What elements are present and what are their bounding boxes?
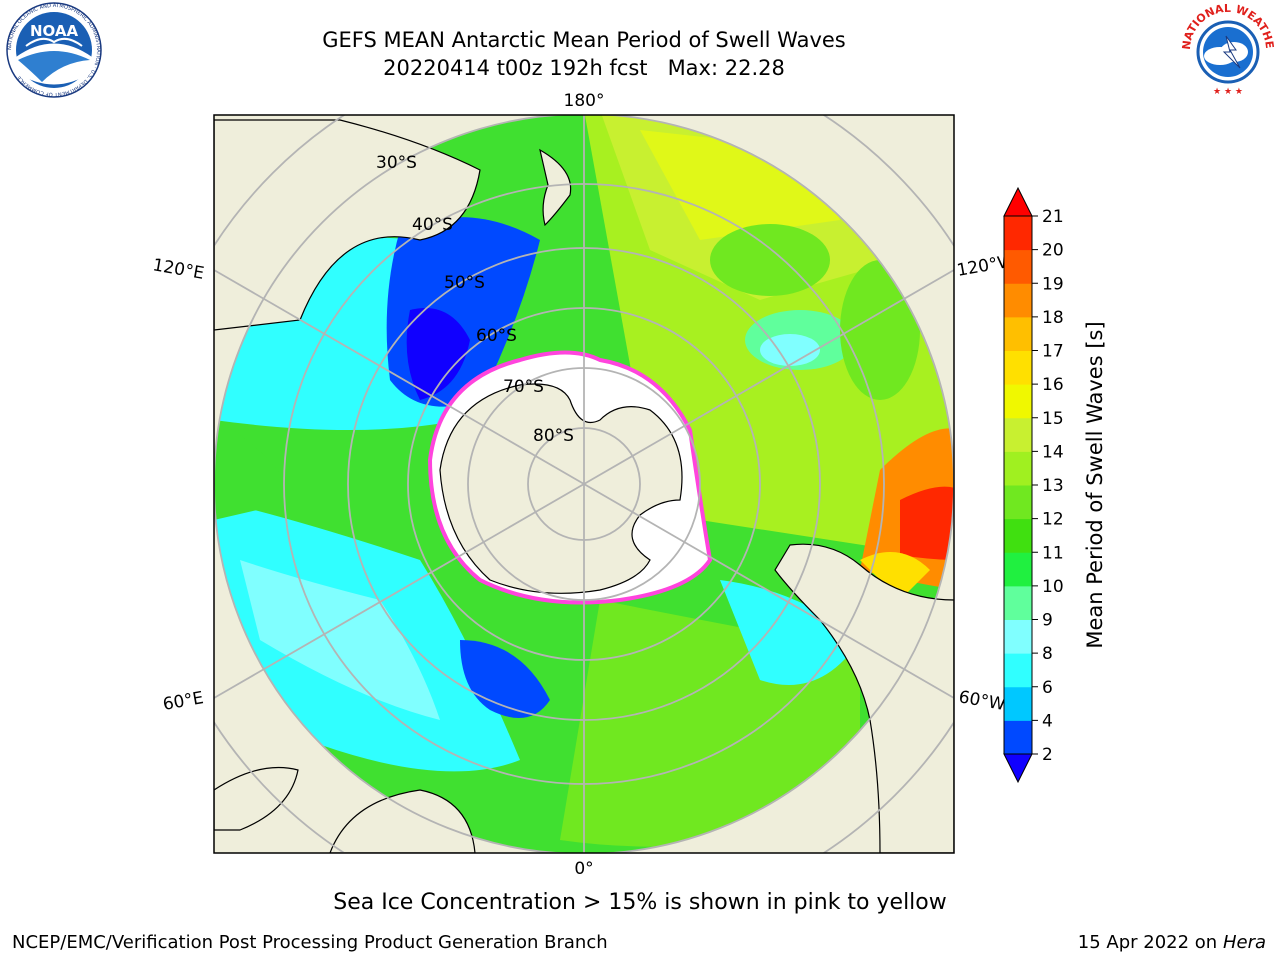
colorbar-segment bbox=[1004, 316, 1032, 351]
colorbar-tick-label: 15 bbox=[1042, 409, 1064, 429]
colorbar-tick-label: 19 bbox=[1042, 274, 1064, 294]
colorbar-tick-label: 4 bbox=[1042, 711, 1053, 731]
colorbar-tick-label: 16 bbox=[1042, 375, 1064, 395]
colorbar-segment bbox=[1004, 686, 1032, 721]
svg-text:NOAA: NOAA bbox=[30, 22, 79, 40]
new-zealand-land bbox=[539, 148, 572, 227]
colorbar-tick-label: 8 bbox=[1042, 644, 1053, 664]
lon-label-60e: 60°E bbox=[161, 688, 205, 715]
colorbar-segment bbox=[1004, 485, 1032, 520]
colorbar-tick-label: 2 bbox=[1042, 745, 1053, 765]
colorbar-segment bbox=[1004, 653, 1032, 688]
colorbar-tick-label: 21 bbox=[1042, 207, 1064, 227]
antarctica-land bbox=[439, 383, 683, 594]
colorbar-tick-label: 17 bbox=[1042, 342, 1064, 362]
lon-label-0: 0° bbox=[574, 859, 593, 879]
colorbar-segment bbox=[1004, 720, 1032, 755]
colorbar-segment bbox=[1004, 283, 1032, 318]
colorbar-segment bbox=[1004, 585, 1032, 620]
lat-label-30s: 30°S bbox=[376, 153, 417, 173]
africa-land bbox=[329, 789, 476, 853]
longitude-lines bbox=[214, 115, 954, 853]
footer-branch: NCEP/EMC/Verification Post Processing Pr… bbox=[12, 932, 608, 953]
colorbar-label: Mean Period of Swell Waves [s] bbox=[1083, 321, 1107, 648]
svg-text:★ ★ ★: ★ ★ ★ bbox=[1213, 87, 1243, 97]
colorbar-tick-label: 9 bbox=[1042, 611, 1053, 631]
lat-label-70s: 70°S bbox=[503, 377, 544, 397]
colorbar-tick-label: 18 bbox=[1042, 308, 1064, 328]
colorbar-segment bbox=[1004, 384, 1032, 419]
lat-label-80s: 80°S bbox=[533, 426, 574, 446]
colorbar-segment bbox=[1004, 552, 1032, 587]
colorbar-segment bbox=[1004, 216, 1032, 251]
madagascar-land bbox=[214, 766, 299, 831]
sea-ice-note: Sea Ice Concentration > 15% is shown in … bbox=[333, 890, 947, 915]
footer-date-text: 15 Apr 2022 on bbox=[1077, 932, 1218, 953]
colorbar-tick-label: 10 bbox=[1042, 577, 1064, 597]
colorbar-segment bbox=[1004, 619, 1032, 654]
colorbar-tick-label: 6 bbox=[1042, 678, 1053, 698]
colorbar-segment bbox=[1004, 249, 1032, 284]
colorbar-tick-label: 13 bbox=[1042, 476, 1064, 496]
colorbar-segment bbox=[1004, 417, 1032, 452]
noaa-logo: NOAA NATIONAL OCEANIC AND ATMOSPHERIC AD… bbox=[6, 2, 102, 98]
map-frame bbox=[213, 114, 955, 854]
lon-label-120e: 120°E bbox=[151, 255, 205, 284]
colorbar-tick-label: 11 bbox=[1042, 543, 1064, 563]
lat-label-60s: 60°S bbox=[476, 326, 517, 346]
lat-label-50s: 50°S bbox=[444, 273, 485, 293]
colorbar-tick-label: 12 bbox=[1042, 510, 1064, 530]
colorbar-tick-label: 14 bbox=[1042, 442, 1064, 462]
footer-date: 15 Apr 2022 on Hera bbox=[1078, 932, 1266, 953]
colorbar-segment bbox=[1004, 518, 1032, 553]
colorbar: 2 4 6 8 9 10 11 12 13 14 15 16 17 18 19 20 21 Mean Perio… bbox=[1003, 186, 1107, 784]
footer-host: Hera bbox=[1222, 932, 1266, 953]
lon-label-180: 180° bbox=[564, 91, 605, 111]
nws-logo: NATIONAL WEATHER SERVICE ★ ★ ★ bbox=[1176, 2, 1276, 97]
colorbar-segment bbox=[1004, 350, 1032, 385]
colorbar-tick-label: 20 bbox=[1042, 241, 1064, 261]
lat-label-40s: 40°S bbox=[412, 215, 453, 235]
page-title: GEFS MEAN Antarctic Mean Period of Swell… bbox=[322, 28, 846, 52]
colorbar-segment bbox=[1004, 451, 1032, 486]
page-subtitle: 20220414 t00z 192h fcst Max: 22.28 bbox=[383, 56, 785, 80]
australia-land bbox=[214, 119, 481, 331]
